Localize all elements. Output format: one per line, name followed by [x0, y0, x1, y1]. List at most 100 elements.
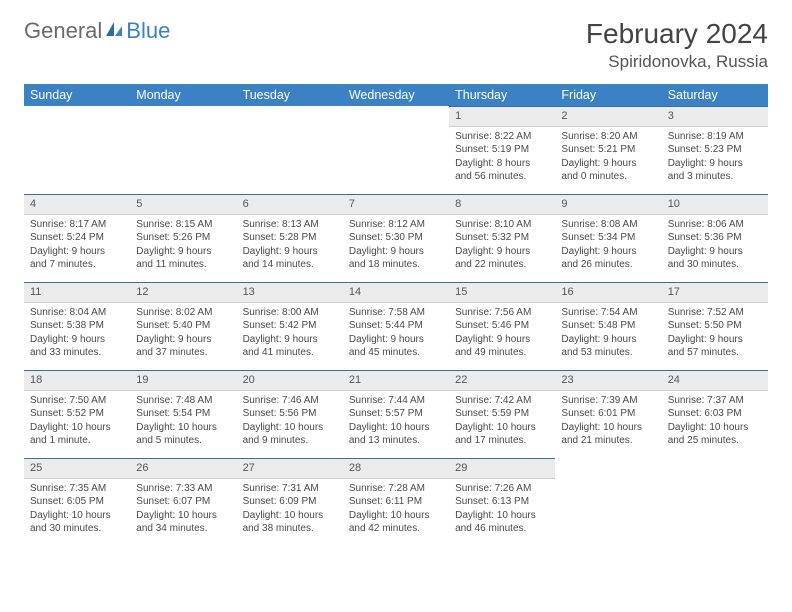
- calendar-week-row: 11Sunrise: 8:04 AMSunset: 5:38 PMDayligh…: [24, 282, 768, 370]
- sunrise-text: Sunrise: 7:50 AM: [30, 394, 124, 408]
- day-cell: 11Sunrise: 8:04 AMSunset: 5:38 PMDayligh…: [24, 282, 130, 370]
- sunset-text: Sunset: 5:38 PM: [30, 319, 124, 333]
- day-number: 27: [237, 458, 343, 479]
- sunset-text: Sunset: 6:05 PM: [30, 495, 124, 509]
- day1-text: Daylight: 10 hours: [30, 509, 124, 523]
- day-cell: [24, 106, 130, 194]
- calendar-body: 1Sunrise: 8:22 AMSunset: 5:19 PMDaylight…: [24, 106, 768, 546]
- day2-text: and 46 minutes.: [455, 522, 549, 536]
- day-number: 11: [24, 282, 130, 303]
- day-number: 20: [237, 370, 343, 391]
- sunset-text: Sunset: 5:24 PM: [30, 231, 124, 245]
- day-cell: 12Sunrise: 8:02 AMSunset: 5:40 PMDayligh…: [130, 282, 236, 370]
- sunset-text: Sunset: 5:50 PM: [668, 319, 762, 333]
- day1-text: Daylight: 10 hours: [243, 509, 337, 523]
- sunset-text: Sunset: 5:46 PM: [455, 319, 549, 333]
- sunrise-text: Sunrise: 7:42 AM: [455, 394, 549, 408]
- sunrise-text: Sunrise: 7:35 AM: [30, 482, 124, 496]
- day-details: Sunrise: 7:37 AMSunset: 6:03 PMDaylight:…: [662, 391, 768, 454]
- day-details: Sunrise: 7:44 AMSunset: 5:57 PMDaylight:…: [343, 391, 449, 454]
- day-cell: 6Sunrise: 8:13 AMSunset: 5:28 PMDaylight…: [237, 194, 343, 282]
- sunrise-text: Sunrise: 8:08 AM: [561, 218, 655, 232]
- brand-part2: Blue: [126, 18, 170, 44]
- day-cell: 2Sunrise: 8:20 AMSunset: 5:21 PMDaylight…: [555, 106, 661, 194]
- sunrise-text: Sunrise: 8:15 AM: [136, 218, 230, 232]
- sunrise-text: Sunrise: 7:56 AM: [455, 306, 549, 320]
- title-block: February 2024 Spiridonovka, Russia: [586, 18, 768, 72]
- day-details: Sunrise: 8:08 AMSunset: 5:34 PMDaylight:…: [555, 215, 661, 278]
- weekday-header: Thursday: [449, 84, 555, 106]
- sunrise-text: Sunrise: 7:54 AM: [561, 306, 655, 320]
- day1-text: Daylight: 9 hours: [455, 333, 549, 347]
- sunset-text: Sunset: 5:34 PM: [561, 231, 655, 245]
- day2-text: and 41 minutes.: [243, 346, 337, 360]
- day-cell: 27Sunrise: 7:31 AMSunset: 6:09 PMDayligh…: [237, 458, 343, 546]
- day-details: Sunrise: 7:28 AMSunset: 6:11 PMDaylight:…: [343, 479, 449, 542]
- day1-text: Daylight: 9 hours: [668, 157, 762, 171]
- calendar-table: Sunday Monday Tuesday Wednesday Thursday…: [24, 84, 768, 546]
- location-label: Spiridonovka, Russia: [586, 52, 768, 72]
- day-cell: [555, 458, 661, 546]
- day-details: Sunrise: 8:19 AMSunset: 5:23 PMDaylight:…: [662, 127, 768, 190]
- day-details: Sunrise: 7:35 AMSunset: 6:05 PMDaylight:…: [24, 479, 130, 542]
- day-details: Sunrise: 7:31 AMSunset: 6:09 PMDaylight:…: [237, 479, 343, 542]
- sunrise-text: Sunrise: 7:33 AM: [136, 482, 230, 496]
- sunset-text: Sunset: 5:57 PM: [349, 407, 443, 421]
- day1-text: Daylight: 10 hours: [30, 421, 124, 435]
- day1-text: Daylight: 9 hours: [668, 333, 762, 347]
- sunrise-text: Sunrise: 8:06 AM: [668, 218, 762, 232]
- day1-text: Daylight: 8 hours: [455, 157, 549, 171]
- day1-text: Daylight: 9 hours: [243, 245, 337, 259]
- sunrise-text: Sunrise: 7:44 AM: [349, 394, 443, 408]
- day1-text: Daylight: 9 hours: [136, 333, 230, 347]
- day1-text: Daylight: 10 hours: [349, 421, 443, 435]
- day-number: 25: [24, 458, 130, 479]
- sunset-text: Sunset: 5:28 PM: [243, 231, 337, 245]
- day-details: Sunrise: 8:00 AMSunset: 5:42 PMDaylight:…: [237, 303, 343, 366]
- calendar-week-row: 1Sunrise: 8:22 AMSunset: 5:19 PMDaylight…: [24, 106, 768, 194]
- day-cell: 14Sunrise: 7:58 AMSunset: 5:44 PMDayligh…: [343, 282, 449, 370]
- day2-text: and 14 minutes.: [243, 258, 337, 272]
- day-details: Sunrise: 8:15 AMSunset: 5:26 PMDaylight:…: [130, 215, 236, 278]
- day-details: Sunrise: 8:22 AMSunset: 5:19 PMDaylight:…: [449, 127, 555, 190]
- sunrise-text: Sunrise: 7:31 AM: [243, 482, 337, 496]
- sunrise-text: Sunrise: 7:58 AM: [349, 306, 443, 320]
- sunset-text: Sunset: 5:32 PM: [455, 231, 549, 245]
- day2-text: and 13 minutes.: [349, 434, 443, 448]
- day-cell: 10Sunrise: 8:06 AMSunset: 5:36 PMDayligh…: [662, 194, 768, 282]
- sunset-text: Sunset: 5:21 PM: [561, 143, 655, 157]
- day2-text: and 21 minutes.: [561, 434, 655, 448]
- day-number: 29: [449, 458, 555, 479]
- day-cell: 4Sunrise: 8:17 AMSunset: 5:24 PMDaylight…: [24, 194, 130, 282]
- day-number: 12: [130, 282, 236, 303]
- day2-text: and 0 minutes.: [561, 170, 655, 184]
- day-cell: 13Sunrise: 8:00 AMSunset: 5:42 PMDayligh…: [237, 282, 343, 370]
- day-details: Sunrise: 8:02 AMSunset: 5:40 PMDaylight:…: [130, 303, 236, 366]
- day-number: 28: [343, 458, 449, 479]
- day-cell: 7Sunrise: 8:12 AMSunset: 5:30 PMDaylight…: [343, 194, 449, 282]
- day-number: 4: [24, 194, 130, 215]
- day2-text: and 9 minutes.: [243, 434, 337, 448]
- day1-text: Daylight: 9 hours: [30, 333, 124, 347]
- day-details: Sunrise: 7:52 AMSunset: 5:50 PMDaylight:…: [662, 303, 768, 366]
- sunset-text: Sunset: 5:23 PM: [668, 143, 762, 157]
- day-cell: [343, 106, 449, 194]
- day2-text: and 1 minute.: [30, 434, 124, 448]
- day-cell: 1Sunrise: 8:22 AMSunset: 5:19 PMDaylight…: [449, 106, 555, 194]
- weekday-header: Wednesday: [343, 84, 449, 106]
- sunrise-text: Sunrise: 8:02 AM: [136, 306, 230, 320]
- day-details: Sunrise: 7:56 AMSunset: 5:46 PMDaylight:…: [449, 303, 555, 366]
- sunset-text: Sunset: 5:30 PM: [349, 231, 443, 245]
- header: General Blue February 2024 Spiridonovka,…: [24, 18, 768, 72]
- day-number: 7: [343, 194, 449, 215]
- day2-text: and 45 minutes.: [349, 346, 443, 360]
- day-cell: [237, 106, 343, 194]
- day-number: 3: [662, 106, 768, 127]
- day2-text: and 38 minutes.: [243, 522, 337, 536]
- day-cell: 17Sunrise: 7:52 AMSunset: 5:50 PMDayligh…: [662, 282, 768, 370]
- day1-text: Daylight: 9 hours: [561, 245, 655, 259]
- day-cell: [662, 458, 768, 546]
- day-number: 15: [449, 282, 555, 303]
- day-cell: 3Sunrise: 8:19 AMSunset: 5:23 PMDaylight…: [662, 106, 768, 194]
- calendar-week-row: 4Sunrise: 8:17 AMSunset: 5:24 PMDaylight…: [24, 194, 768, 282]
